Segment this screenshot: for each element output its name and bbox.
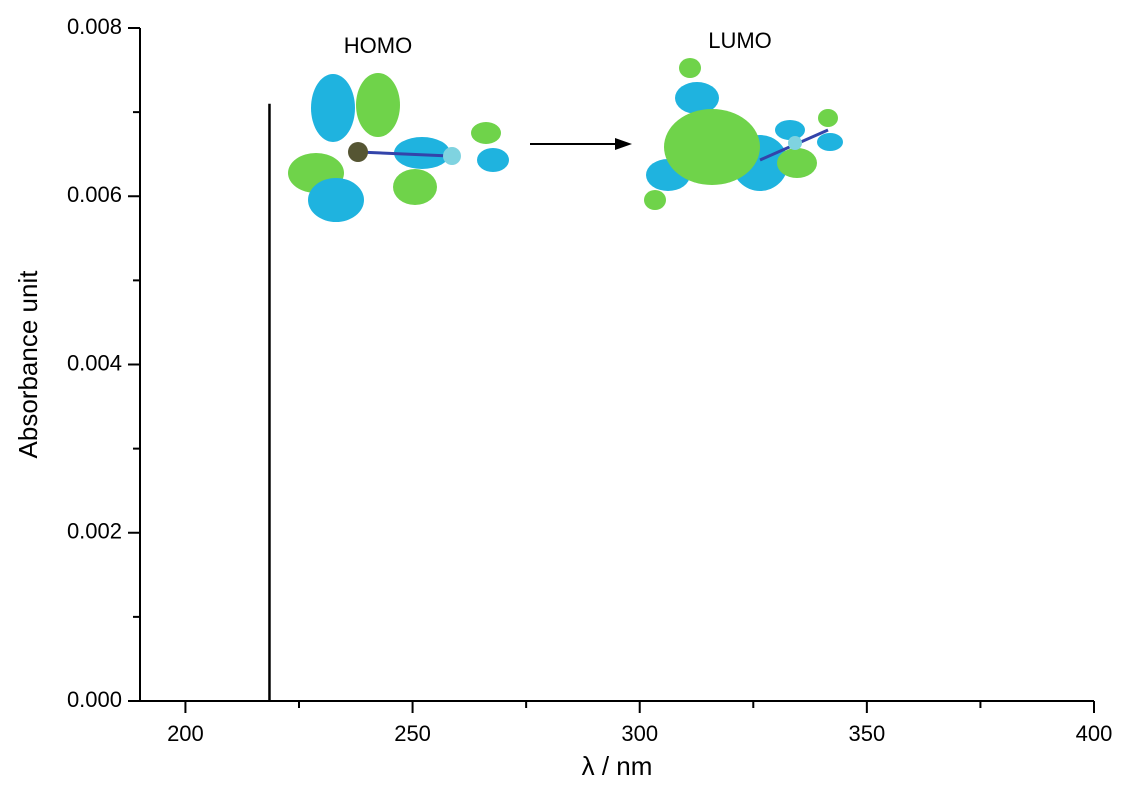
y-axis-label: Absorbance unit (13, 270, 43, 459)
x-tick-label: 400 (1076, 721, 1113, 746)
homo-orbital (288, 73, 509, 222)
annotation: HOMO (344, 33, 412, 58)
x-tick-label: 200 (167, 721, 204, 746)
x-tick-label: 300 (621, 721, 658, 746)
y-tick-label: 0.000 (67, 687, 122, 712)
lumo-orbital (644, 58, 843, 210)
arrow-head (615, 138, 632, 150)
chart: HOMO LUMO 0.000 0.002 0.004 0.006 0.008 200 25… (0, 0, 1121, 787)
x-tick-label: 350 (848, 721, 885, 746)
y-tick-label: 0.004 (67, 350, 122, 375)
x-tick-label: 250 (394, 721, 431, 746)
y-tick-label: 0.008 (67, 14, 122, 39)
x-axis-label: λ / nm (582, 751, 653, 781)
y-tick-label: 0.006 (67, 182, 122, 207)
y-tick-label: 0.002 (67, 519, 122, 544)
annotation: LUMO (708, 28, 772, 53)
